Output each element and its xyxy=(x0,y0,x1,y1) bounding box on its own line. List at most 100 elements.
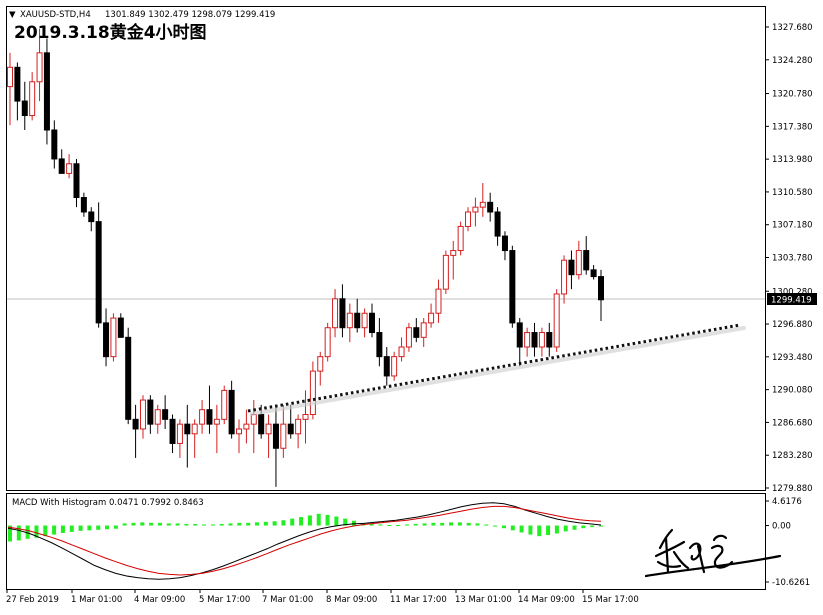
macd-header: MACD With Histogram 0.0471 0.7992 0.8463 xyxy=(12,498,204,508)
time-tick-label: 7 Mar 01:00 xyxy=(262,595,313,605)
macd-histogram-bar xyxy=(60,525,65,533)
time-tick-label: 13 Mar 01:00 xyxy=(455,595,512,605)
macd-histogram-bar xyxy=(157,522,162,526)
bull-candle xyxy=(66,163,73,174)
macd-histogram-bar xyxy=(184,523,189,526)
macd-histogram-bar xyxy=(113,525,118,529)
macd-line xyxy=(7,502,602,580)
symbol-icon: ▼ xyxy=(9,10,16,20)
macd-histogram-bar xyxy=(369,523,374,526)
macd-histogram-bar xyxy=(96,525,101,530)
bear-candle xyxy=(43,52,50,131)
bear-candle xyxy=(21,100,28,117)
bull-candle xyxy=(236,428,243,435)
bear-candle xyxy=(206,409,213,425)
bear-candle xyxy=(487,201,494,213)
bull-candle xyxy=(110,317,117,358)
bear-candle xyxy=(132,418,139,430)
current-price-label: 1299.419 xyxy=(771,296,812,306)
macd-histogram-bar xyxy=(581,525,586,529)
bear-candle xyxy=(95,221,102,324)
bear-candle xyxy=(590,269,597,278)
bull-candle xyxy=(420,322,427,338)
bear-candle xyxy=(51,129,58,160)
bear-candle xyxy=(88,211,95,223)
macd-histogram-bar xyxy=(413,523,418,526)
bull-candle xyxy=(265,423,272,435)
bear-candle xyxy=(258,414,265,435)
macd-histogram-bar xyxy=(87,525,92,531)
macd-histogram-bar xyxy=(140,522,145,526)
bear-candle xyxy=(494,211,501,237)
macd-histogram-bar xyxy=(290,518,295,526)
bull-candle xyxy=(309,370,316,416)
bear-candle xyxy=(147,399,154,425)
bear-candle xyxy=(169,418,176,444)
macd-histogram-bar xyxy=(449,522,454,526)
bull-candle xyxy=(295,418,302,435)
macd-histogram-bar xyxy=(572,525,577,530)
macd-histogram-bar xyxy=(8,525,12,542)
bear-candle xyxy=(383,356,390,377)
bear-candle xyxy=(73,163,80,199)
bull-candle xyxy=(465,211,472,227)
macd-histogram-bar xyxy=(149,522,154,526)
price-tick-label: 1324.280 xyxy=(772,56,813,66)
macd-histogram-bar xyxy=(307,515,312,526)
macd-histogram-bar xyxy=(131,522,136,526)
bull-candle xyxy=(553,293,560,348)
macd-histogram-bar xyxy=(166,523,171,526)
bear-candle xyxy=(546,332,553,348)
price-tick-label: 1317.380 xyxy=(772,122,813,132)
bull-candle xyxy=(575,250,582,276)
time-axis: 27 Feb 2019 1 Mar 01:00 4 Mar 09:00 5 Mar 1… xyxy=(6,589,639,605)
bull-candle xyxy=(324,327,331,358)
price-tick-label: 1279.880 xyxy=(772,484,813,494)
bull-candle xyxy=(405,327,412,348)
macd-histogram-bar xyxy=(263,521,268,526)
time-tick-label: 1 Mar 01:00 xyxy=(71,595,122,605)
bull-candle xyxy=(302,414,309,420)
bull-candle xyxy=(243,423,250,430)
bull-candle xyxy=(428,312,435,324)
price-tick-label: 1293.480 xyxy=(772,353,813,363)
macd-layer xyxy=(7,502,603,580)
macd-histogram-bar xyxy=(554,525,559,534)
macd-histogram-bar xyxy=(475,523,480,526)
price-tick-label: 1300.280 xyxy=(772,287,813,297)
bear-candle xyxy=(272,423,279,449)
macd-tick-label: -10.6261 xyxy=(772,578,810,588)
time-tick-label: 8 Mar 09:00 xyxy=(326,595,377,605)
bear-candle xyxy=(598,276,604,301)
bear-candle xyxy=(501,235,508,252)
macd-histogram-bar xyxy=(493,525,498,527)
bull-candle xyxy=(361,312,368,329)
macd-histogram-bar xyxy=(25,525,30,539)
time-tick-label: 5 Mar 17:00 xyxy=(199,595,250,605)
bear-candle xyxy=(413,327,420,338)
macd-histogram-bar xyxy=(334,516,339,526)
macd-histogram-bar xyxy=(510,525,515,531)
macd-histogram-bar xyxy=(228,523,233,526)
bear-candle xyxy=(509,250,516,324)
price-tick-label: 1286.680 xyxy=(772,418,813,428)
bull-candle xyxy=(213,418,220,425)
bull-candle xyxy=(36,52,43,83)
macd-histogram-bar xyxy=(316,513,321,526)
macd-tick-label: 0.00 xyxy=(772,522,791,532)
bull-candle xyxy=(442,254,449,290)
macd-histogram-bar xyxy=(122,523,127,526)
bear-candle xyxy=(80,197,87,213)
macd-histogram-bar xyxy=(546,525,551,536)
macd-histogram-bar xyxy=(563,525,568,532)
price-tick-label: 1303.780 xyxy=(772,254,813,264)
price-panel-frame xyxy=(6,6,766,491)
macd-histogram-bar xyxy=(281,520,286,526)
macd-histogram-bar xyxy=(422,523,427,526)
macd-histogram-bar xyxy=(466,522,471,526)
macd-histogram-bar xyxy=(352,520,357,526)
bear-candle xyxy=(125,336,132,420)
bull-candle xyxy=(332,298,339,329)
